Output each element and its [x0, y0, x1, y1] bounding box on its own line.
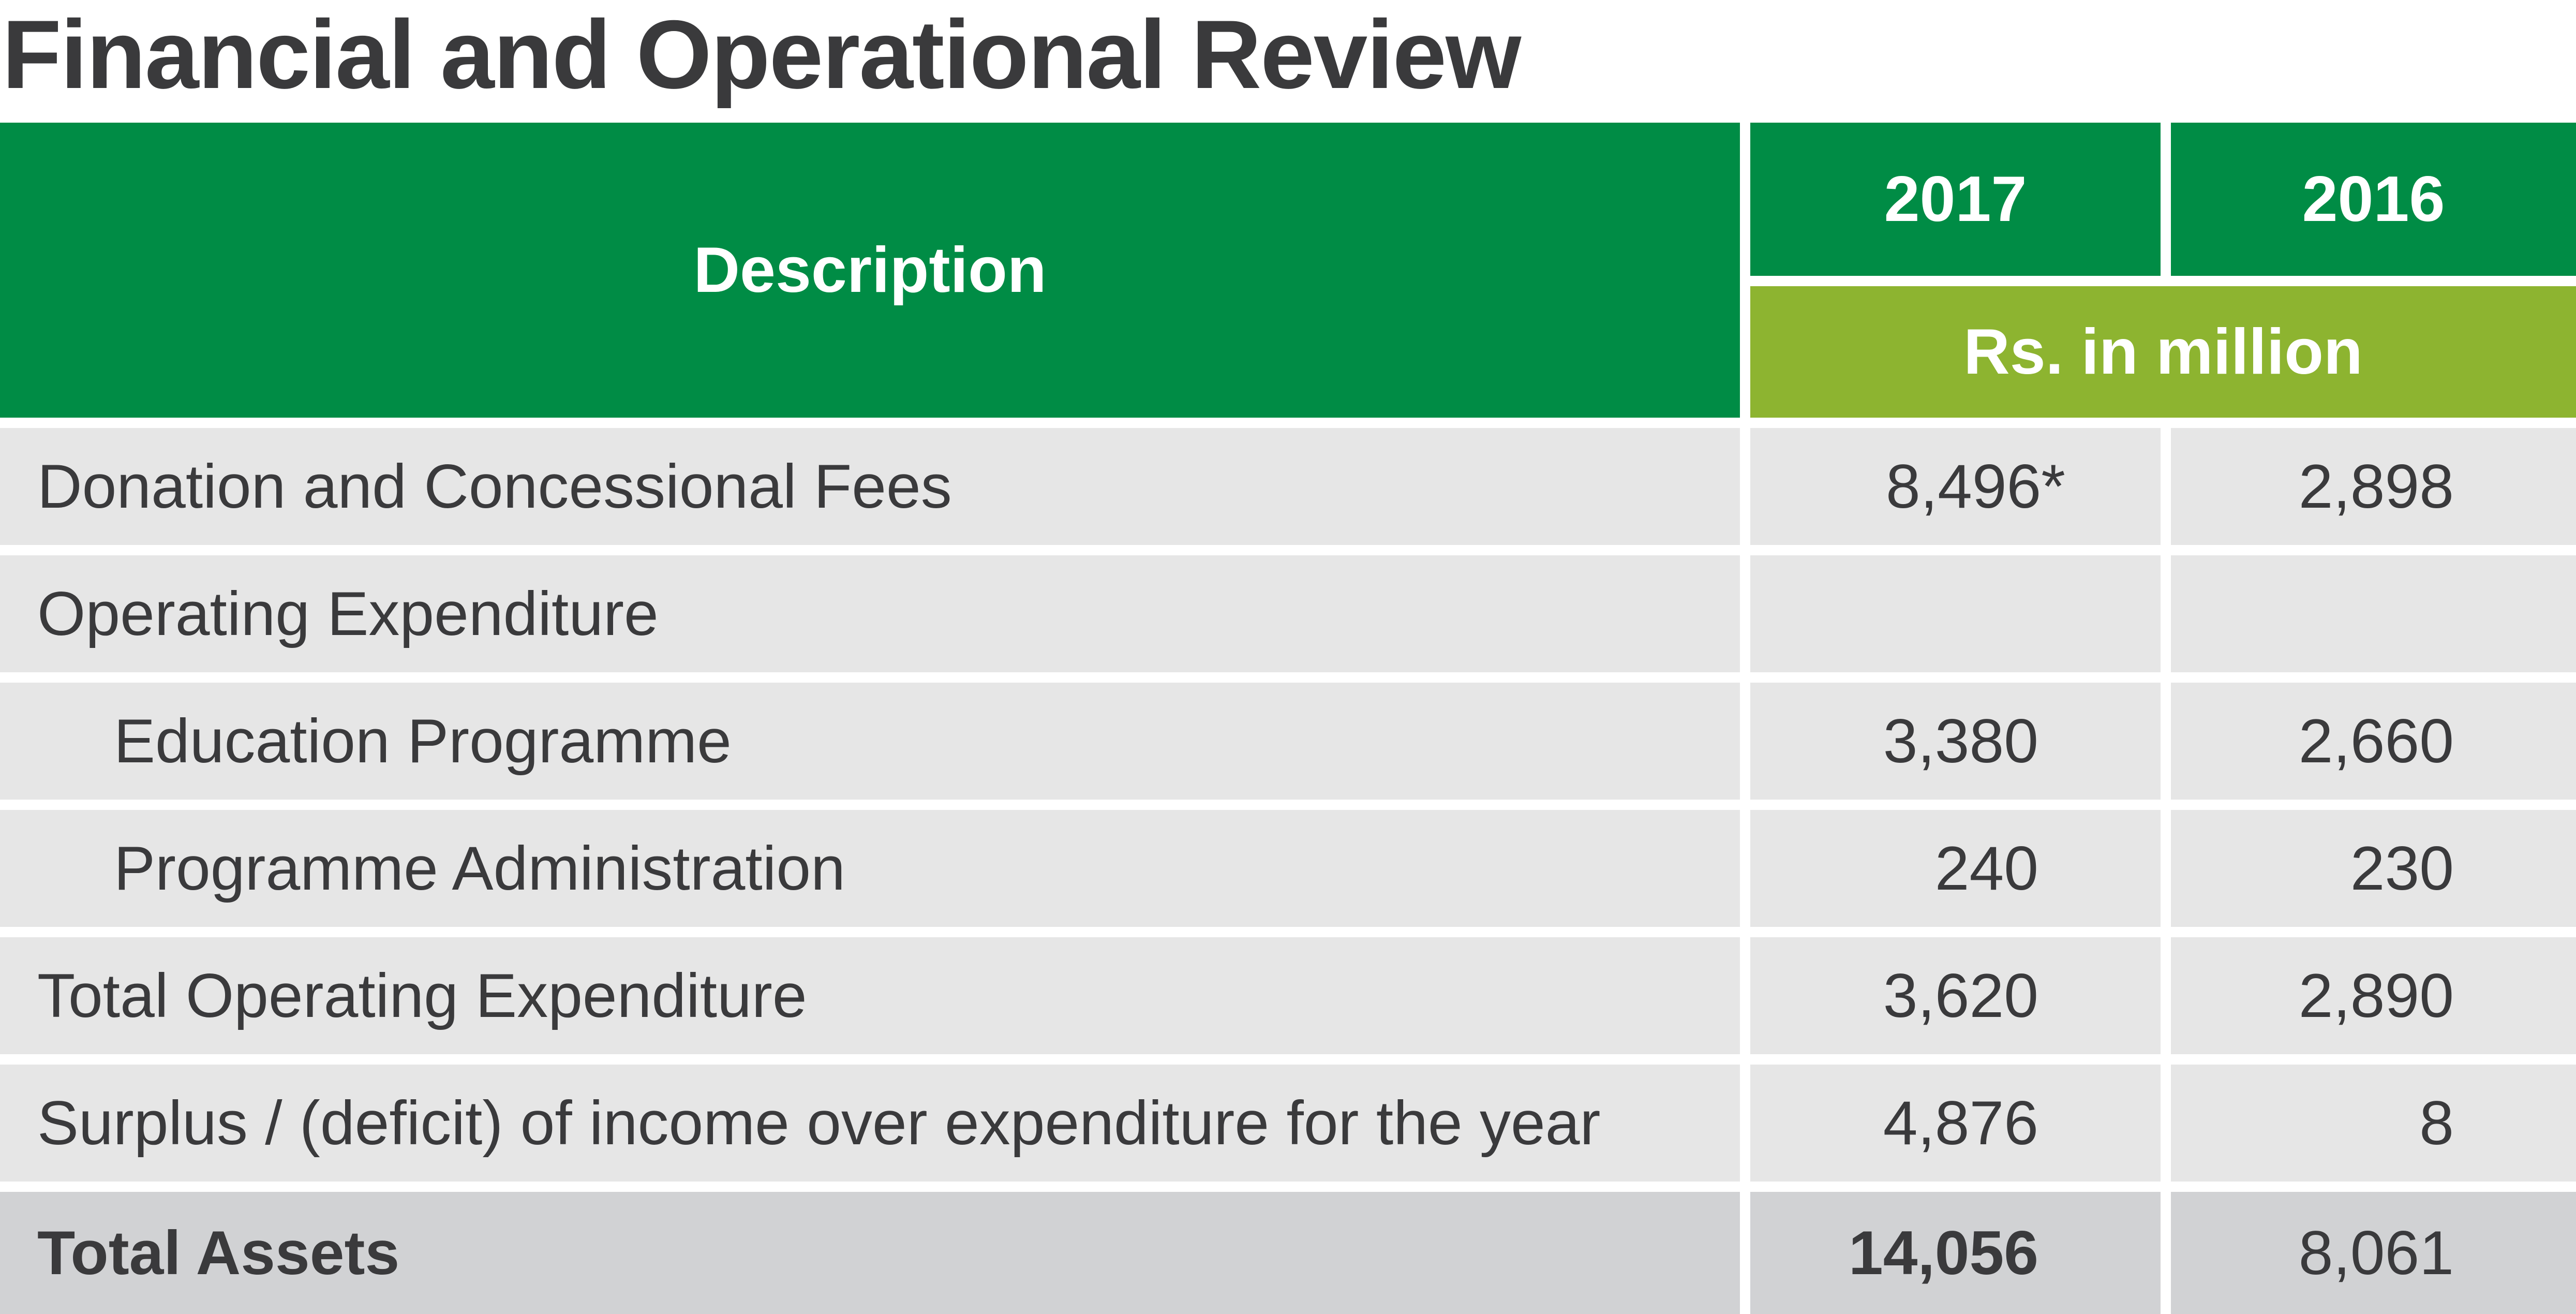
table-row: Donation and Concessional Fees 8,496* 2,…	[0, 418, 2576, 555]
row-label: Surplus / (deficit) of income over expen…	[0, 1054, 1750, 1192]
value-2017: 4,876	[1740, 1054, 2171, 1192]
value-2017: 3,620	[1740, 927, 2171, 1065]
value-2017: 14,056	[1740, 1182, 2171, 1314]
header-row: Description 2017 2016	[0, 123, 2576, 428]
total-row: Total Assets 14,056 8,061	[0, 1182, 2576, 1314]
row-label: Education Programme	[0, 672, 1750, 810]
financial-table: Description 2017 2016 Rs. in million Don…	[0, 123, 2576, 1314]
value-2016: 2,898	[2161, 418, 2576, 555]
value-2016: 2,660	[2161, 672, 2576, 810]
table-row: Surplus / (deficit) of income over expen…	[0, 1054, 2576, 1192]
value-2017	[1740, 545, 2171, 683]
value-2017: 240	[1740, 800, 2171, 937]
value-2016: 8	[2161, 1054, 2576, 1192]
row-label: Operating Expenditure	[0, 545, 1750, 683]
value-2016: 230	[2161, 800, 2576, 937]
table-row: Operating Expenditure	[0, 545, 2576, 683]
unit-row: Rs. in million	[0, 276, 2576, 428]
unit-label: Rs. in million	[1745, 276, 2576, 428]
value-2016: 8,061	[2161, 1182, 2576, 1314]
value-2016: 2,890	[2161, 927, 2576, 1065]
column-header-description: Description	[0, 123, 1750, 428]
table-row: Total Operating Expenditure 3,620 2,890	[0, 927, 2576, 1065]
value-2016	[2161, 545, 2576, 683]
table-row: Education Programme 3,380 2,660	[0, 672, 2576, 810]
row-label: Programme Administration	[0, 800, 1750, 937]
row-label: Total Operating Expenditure	[0, 927, 1750, 1065]
column-header-2016: 2016	[2161, 123, 2576, 286]
page-title: Financial and Operational Review	[2, 0, 1521, 109]
value-2017: 8,496*	[1740, 418, 2171, 555]
column-header-2017: 2017	[1740, 123, 2171, 286]
row-label: Donation and Concessional Fees	[0, 418, 1750, 555]
table-row: Programme Administration 240 230	[0, 800, 2576, 937]
row-label: Total Assets	[0, 1182, 1750, 1314]
value-2017: 3,380	[1740, 672, 2171, 810]
